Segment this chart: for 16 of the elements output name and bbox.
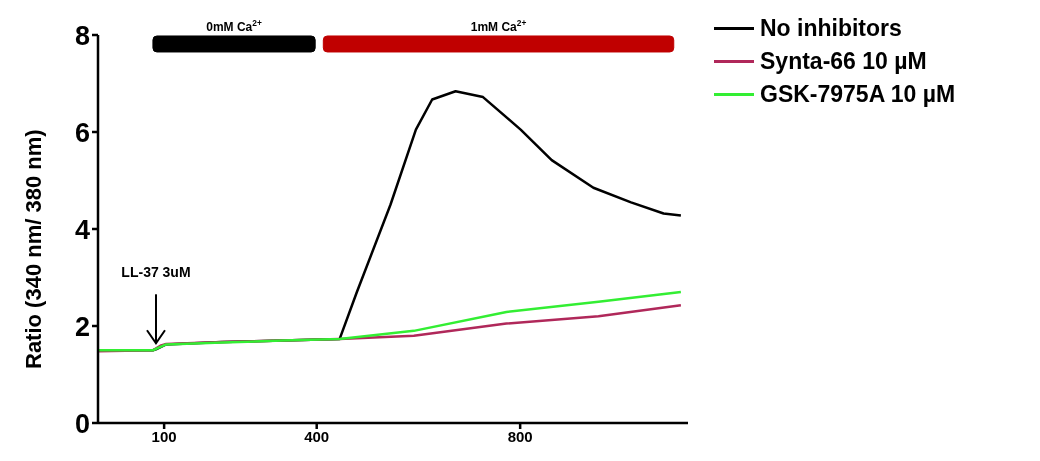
y-tick-label: 2 [74, 311, 90, 342]
x-tick-label: 800 [507, 427, 533, 445]
x-tick-label: 400 [304, 427, 330, 445]
y-axis-title: Ratio (340 nm/ 380 nm) [20, 129, 46, 369]
legend-label: No inhibitors [760, 15, 902, 42]
y-tick-label: 8 [74, 20, 90, 51]
legend-label: GSK-7975A 10 µM [760, 81, 956, 108]
band-label: 0mM Ca$^{2+}$ [206, 17, 262, 34]
y-tick-label: 6 [74, 117, 90, 148]
legend-label: Synta-66 10 µM [760, 48, 927, 75]
annotation: LL-37 3uM [121, 264, 191, 281]
x-tick-label: 100 [151, 427, 177, 445]
y-tick-label: 4 [74, 214, 90, 245]
band-label: 1mM Ca$^{2+}$ [470, 17, 527, 34]
y-tick-label: 0 [74, 408, 90, 439]
line-series [98, 290, 683, 352]
